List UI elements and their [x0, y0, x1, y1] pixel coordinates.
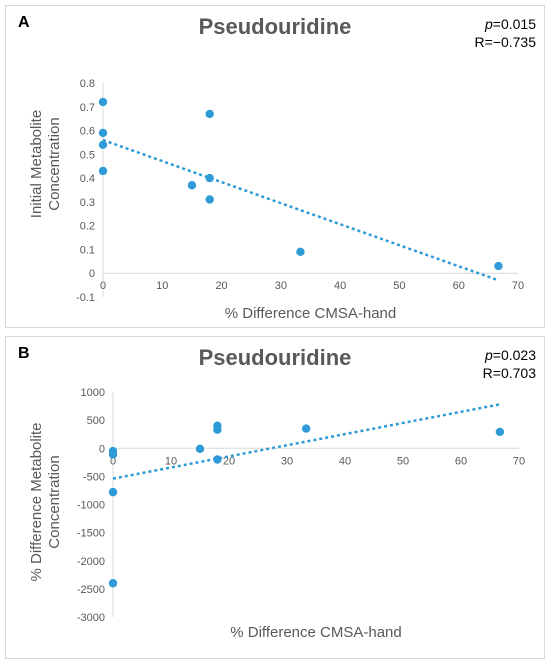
y-tick-label: 0.1 [80, 244, 95, 256]
x-tick-label: 40 [334, 280, 346, 292]
y-tick-label: -1000 [77, 500, 105, 512]
r-value-text: R=0.703 [482, 365, 536, 381]
panel-label: B [18, 345, 30, 362]
data-point [108, 487, 118, 497]
y-tick-label: -3000 [77, 612, 105, 624]
data-point [108, 579, 118, 588]
x-tick-label: 60 [453, 280, 465, 292]
x-tick-label: 30 [281, 455, 293, 467]
p-value-text: p=0.015 [485, 16, 536, 33]
y-tick-label: -2000 [77, 556, 105, 568]
data-point [495, 427, 505, 437]
y-axis-label-line1: % Difference Metabolite [28, 423, 45, 582]
p-symbol: p [484, 347, 493, 363]
data-point [296, 247, 305, 257]
data-point [205, 195, 214, 204]
y-tick-label: 1000 [81, 387, 105, 399]
y-tick-label: 0.8 [80, 78, 95, 90]
x-tick-label: 50 [397, 455, 409, 467]
chart-title: Pseudouridine [198, 14, 352, 39]
x-tick-label: 20 [215, 280, 227, 292]
scatter-plot-b: -3000 -2500 -2000 -1500 -1000 -500 0 500 1000 0 10… [28, 387, 525, 641]
y-tick-label: 0.5 [80, 149, 95, 161]
y-tick-label: 0.6 [80, 126, 95, 138]
y-tick-label: 0.3 [80, 197, 95, 209]
panel-label: A [18, 14, 30, 31]
p-value: =0.023 [492, 347, 536, 363]
chart-title: Pseudouridine [198, 345, 352, 370]
x-tick-label: 70 [512, 280, 524, 292]
x-tick-label: 0 [110, 455, 116, 467]
x-axis-label: % Difference CMSA-hand [230, 624, 401, 641]
data-point [108, 450, 118, 459]
data-point [494, 261, 503, 271]
y-tick-label: 500 [87, 415, 105, 427]
y-axis-label: Initial Metabolite Concentration [28, 110, 63, 218]
x-tick-label: 50 [393, 280, 405, 292]
data-point [98, 97, 108, 107]
y-tick-label: -2500 [77, 584, 105, 596]
y-tick-label: 0.2 [80, 221, 95, 233]
trendline [102, 138, 499, 282]
y-tick-label: -500 [83, 471, 105, 483]
x-tick-label: 0 [100, 280, 106, 292]
p-value: =0.015 [492, 16, 536, 32]
data-point [213, 455, 222, 464]
x-tick-label: 10 [165, 455, 177, 467]
data-point [98, 166, 108, 176]
p-symbol: p [484, 16, 493, 32]
data-point [98, 140, 108, 150]
y-tick-label: 0.7 [80, 102, 95, 114]
trendline [112, 403, 501, 480]
data-point [301, 424, 311, 433]
data-point [98, 128, 108, 138]
y-tick-label: 0 [89, 268, 95, 280]
chart-panel-b: B Pseudouridine p=0.023 R=0.703 -3000 -25… [5, 336, 545, 659]
y-axis-label-line2: Concentration [46, 117, 63, 210]
y-axis-label: % Difference Metabolite Concentration [28, 423, 63, 582]
y-tick-label: 0.4 [80, 173, 95, 185]
x-tick-label: 60 [455, 455, 467, 467]
y-tick-label: -1500 [77, 528, 105, 540]
x-axis-label: % Difference CMSA-hand [225, 305, 396, 322]
x-tick-label: 70 [513, 455, 525, 467]
data-point [213, 425, 222, 434]
data-point [187, 181, 197, 190]
data-point [205, 173, 214, 183]
x-tick-label: 20 [223, 455, 235, 467]
data-point [205, 109, 214, 119]
scatter-plot-a: -0.1 0 0.1 0.2 0.3 0.4 0.5 0.6 0.7 0.8 0 10 20 30 40 50… [28, 78, 524, 322]
x-tick-label: 40 [339, 455, 351, 467]
x-tick-label: 10 [156, 280, 168, 292]
y-tick-label: -0.1 [76, 292, 95, 304]
y-axis-label-line1: Initial Metabolite [28, 110, 45, 218]
r-value-text: R=−0.735 [474, 34, 537, 50]
p-value-text: p=0.023 [485, 347, 536, 364]
y-axis-label-line2: Concentration [46, 455, 63, 548]
x-tick-label: 30 [275, 280, 287, 292]
y-tick-label: 0 [99, 443, 105, 455]
data-point [195, 444, 205, 454]
chart-panel-a: A Pseudouridine p=0.015 R=−0.735 -0.1 0 0.… [5, 5, 545, 328]
